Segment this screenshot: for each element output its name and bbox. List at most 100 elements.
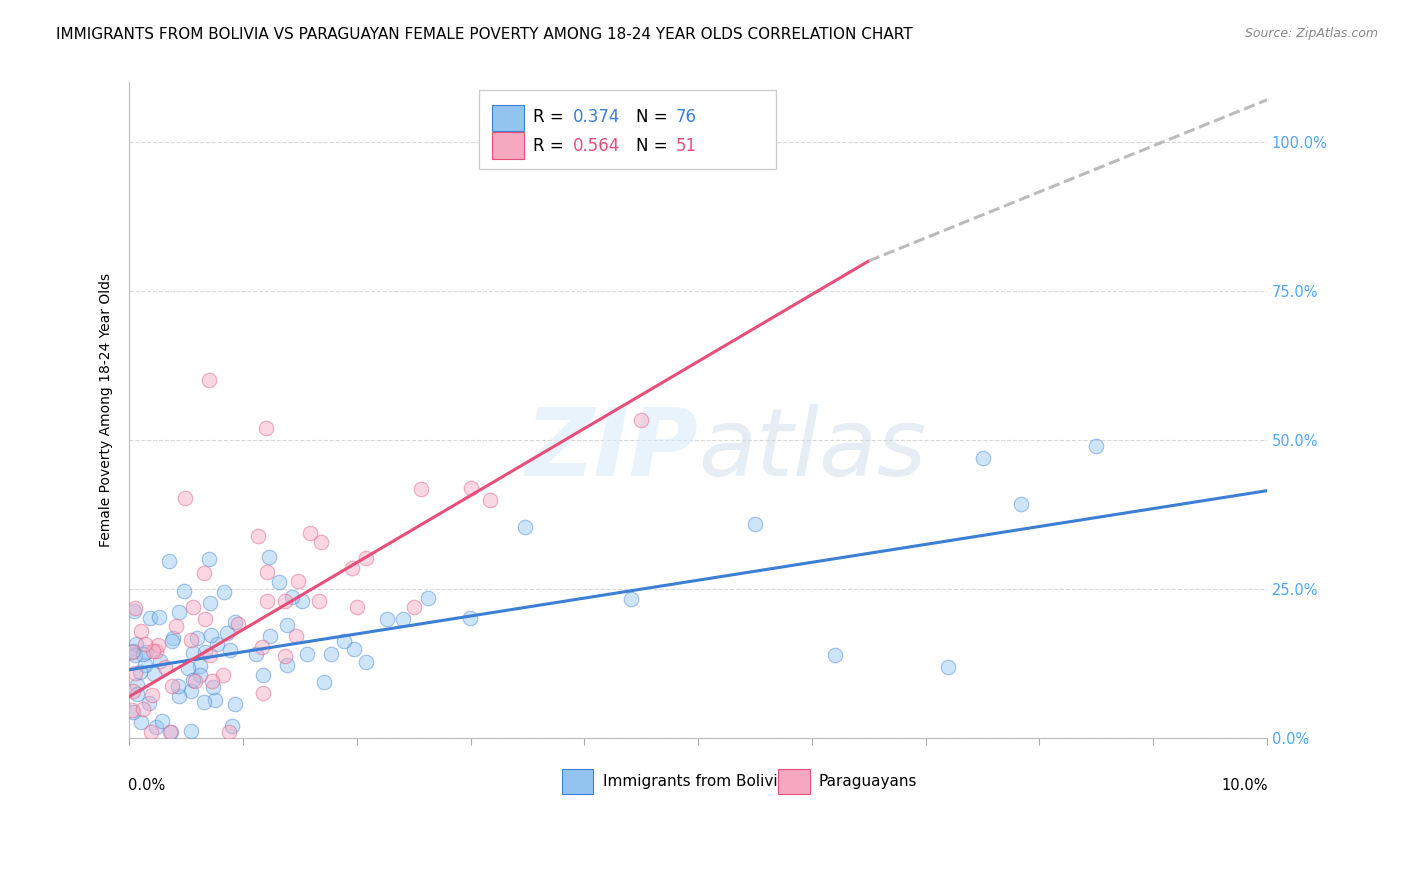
Point: [201, 674, 224, 689]
Point: [319, 647, 342, 661]
Point: [132, 647, 155, 661]
Point: [173, 584, 195, 599]
Point: [188, 659, 211, 673]
Point: [134, 637, 156, 651]
Point: [125, 637, 148, 651]
Point: [146, 638, 169, 652]
Point: [139, 610, 162, 624]
Point: [287, 574, 309, 588]
Point: [198, 648, 221, 662]
Point: [155, 659, 177, 673]
Point: [180, 632, 202, 647]
Point: [309, 534, 332, 549]
Point: [174, 491, 197, 505]
Text: ZIP: ZIP: [526, 403, 699, 495]
Point: [256, 594, 278, 608]
Point: [267, 574, 290, 589]
Point: [166, 679, 188, 693]
Point: [181, 646, 204, 660]
Point: [402, 600, 425, 615]
Point: [198, 551, 221, 566]
Text: 0.564: 0.564: [574, 136, 620, 154]
Point: [134, 645, 156, 659]
Point: [824, 648, 846, 662]
Point: [162, 632, 184, 646]
Text: 10.0%: 10.0%: [1222, 778, 1268, 793]
Text: atlas: atlas: [699, 404, 927, 495]
Text: 0.374: 0.374: [574, 108, 620, 126]
Point: [194, 645, 217, 659]
Bar: [778, 769, 810, 794]
Point: [411, 483, 433, 497]
Point: [245, 648, 267, 662]
Text: R =: R =: [533, 136, 569, 154]
Point: [392, 611, 415, 625]
Text: Source: ZipAtlas.com: Source: ZipAtlas.com: [1244, 27, 1378, 40]
Point: [259, 629, 281, 643]
Point: [200, 628, 222, 642]
Point: [129, 624, 152, 638]
FancyBboxPatch shape: [478, 90, 776, 169]
Point: [181, 600, 204, 615]
Point: [143, 666, 166, 681]
Point: [212, 584, 235, 599]
Point: [184, 674, 207, 689]
Point: [132, 701, 155, 715]
Text: R =: R =: [533, 108, 569, 126]
Text: 51: 51: [675, 136, 696, 154]
Point: [148, 609, 170, 624]
Point: [127, 687, 149, 701]
Point: [281, 590, 304, 604]
Point: [186, 632, 208, 646]
Point: [284, 629, 307, 643]
Point: [167, 606, 190, 620]
Point: [343, 642, 366, 657]
Point: [121, 684, 143, 698]
Bar: [492, 132, 524, 159]
Point: [180, 723, 202, 738]
Point: [198, 373, 221, 387]
Point: [194, 611, 217, 625]
Point: [630, 413, 652, 427]
Point: [145, 720, 167, 734]
Point: [218, 643, 240, 657]
Point: [218, 725, 240, 739]
Point: [256, 565, 278, 579]
Text: Paraguayans: Paraguayans: [818, 774, 917, 789]
Point: [193, 566, 215, 581]
Point: [124, 648, 146, 662]
Point: [620, 591, 643, 606]
Point: [515, 519, 537, 533]
Point: [157, 554, 180, 568]
Point: [129, 714, 152, 729]
Point: [145, 643, 167, 657]
Point: [375, 612, 398, 626]
Point: [121, 704, 143, 718]
Point: [314, 675, 336, 690]
Point: [134, 658, 156, 673]
Point: [159, 725, 181, 739]
Point: [972, 450, 994, 465]
Point: [125, 678, 148, 692]
Point: [122, 706, 145, 720]
Y-axis label: Female Poverty Among 18-24 Year Olds: Female Poverty Among 18-24 Year Olds: [100, 273, 114, 547]
Point: [215, 626, 238, 640]
Point: [122, 604, 145, 618]
Point: [744, 135, 766, 149]
Point: [276, 617, 298, 632]
Point: [160, 725, 183, 739]
Point: [342, 561, 364, 575]
Point: [204, 693, 226, 707]
Point: [205, 637, 228, 651]
Point: [160, 634, 183, 648]
Point: [257, 549, 280, 564]
Point: [124, 666, 146, 681]
Point: [458, 610, 481, 624]
Point: [224, 615, 246, 630]
Point: [291, 594, 314, 608]
Point: [198, 596, 221, 610]
Point: [308, 593, 330, 607]
Text: IMMIGRANTS FROM BOLIVIA VS PARAGUAYAN FEMALE POVERTY AMONG 18-24 YEAR OLDS CORRE: IMMIGRANTS FROM BOLIVIA VS PARAGUAYAN FE…: [56, 27, 912, 42]
Point: [356, 655, 378, 669]
Point: [212, 668, 235, 682]
